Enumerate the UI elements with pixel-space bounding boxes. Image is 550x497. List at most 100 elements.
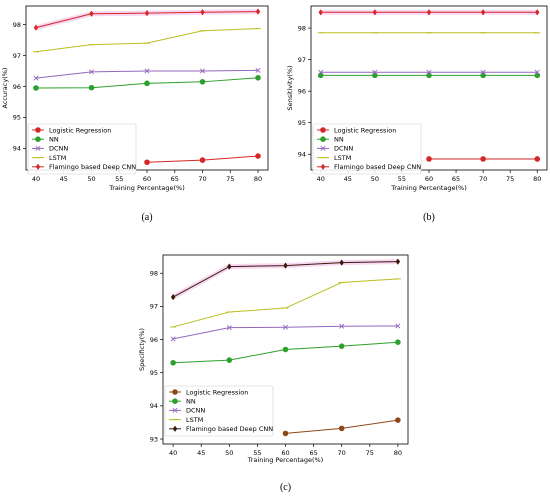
data-point (255, 153, 261, 159)
data-point (480, 9, 486, 16)
legend-label: Logistic Regression (186, 388, 248, 396)
data-point (395, 417, 401, 423)
data-point (199, 68, 206, 74)
y-axis-label: Specificty(%) (138, 328, 146, 371)
data-point (534, 156, 541, 162)
panel-caption: (b) (423, 212, 435, 223)
data-point (320, 127, 326, 133)
y-tick-label: 93 (150, 435, 158, 443)
data-point (372, 9, 378, 16)
x-tick-label: 55 (115, 175, 123, 183)
data-point (372, 69, 378, 75)
data-point (170, 336, 176, 342)
data-point (89, 10, 94, 17)
data-point (172, 407, 178, 413)
x-tick-label: 40 (169, 449, 177, 457)
legend-box (312, 123, 422, 175)
data-point (338, 425, 345, 432)
data-point (170, 359, 176, 366)
data-point (426, 156, 432, 162)
x-tick-label: 65 (309, 449, 317, 457)
data-point (199, 157, 206, 163)
data-point (226, 325, 232, 331)
data-point (480, 156, 486, 162)
data-point (35, 136, 41, 142)
legend-label: DCNN (49, 145, 68, 153)
x-tick-label: 80 (394, 449, 402, 457)
x-tick-label: 55 (398, 175, 406, 183)
data-point (199, 79, 206, 85)
legend-label: LSTM (49, 154, 66, 162)
data-point (480, 72, 486, 79)
y-tick-label: 95 (150, 369, 158, 377)
x-tick-label: 70 (479, 175, 487, 183)
y-tick-label: 95 (13, 114, 21, 122)
data-point (144, 80, 150, 87)
x-tick-label: 50 (371, 175, 379, 183)
legend-label: DCNN (186, 407, 205, 415)
x-tick-label: 50 (225, 449, 233, 457)
legend-label: Flamingo based Deep CNN (334, 163, 421, 171)
x-tick-label: 55 (253, 449, 261, 457)
data-point (426, 69, 432, 75)
x-tick-label: 45 (344, 175, 352, 183)
x-tick-label: 80 (254, 175, 262, 183)
data-point (144, 159, 150, 166)
data-point (339, 323, 345, 329)
x-axis-label: Training Percentage(%) (108, 184, 185, 192)
data-point (226, 357, 233, 363)
chart-panel-a: 40 45 50 55 60 65 70 75 80 94 95 96 97 98 Training Per… (1, 5, 269, 223)
data-point (255, 67, 261, 73)
chart-panel-b: 40 45 50 55 60 65 70 75 80 94 95 96 97 98 Training Per… (286, 5, 548, 223)
x-axis-label: Training Percentage(%) (390, 184, 467, 192)
data-point (33, 75, 39, 81)
x-tick-label: 60 (143, 175, 151, 183)
data-point (534, 9, 540, 16)
panel-caption: (c) (280, 482, 291, 493)
legend-box (27, 123, 137, 175)
data-point (283, 262, 288, 269)
x-tick-label: 75 (506, 175, 514, 183)
series-line (35, 28, 259, 53)
legend-label: NN (186, 398, 196, 406)
legend-label: Logistic Regression (334, 126, 396, 134)
y-tick-label: 96 (298, 87, 306, 95)
data-point (255, 8, 261, 15)
legend-label: NN (334, 136, 344, 144)
legend-label: LSTM (334, 154, 351, 162)
y-axis-label: Accuracy(%) (1, 68, 9, 109)
data-point (172, 398, 178, 405)
data-point (372, 72, 378, 79)
data-point (339, 259, 344, 266)
data-point (172, 389, 178, 395)
x-tick-label: 45 (60, 175, 68, 183)
x-axis-label: Training Percentage(%) (247, 456, 324, 464)
data-point (320, 136, 326, 142)
x-tick-label: 65 (452, 175, 460, 183)
legend-label: NN (49, 136, 59, 144)
data-point (395, 339, 401, 346)
x-tick-label: 40 (317, 175, 325, 183)
data-point (88, 84, 95, 91)
y-tick-label: 97 (13, 52, 21, 60)
legend-label: Logistic Regression (49, 126, 111, 134)
legend-label: LSTM (186, 416, 203, 424)
data-point (282, 430, 289, 437)
data-point (318, 69, 324, 75)
data-point (282, 324, 289, 330)
data-point (338, 343, 345, 349)
data-point (426, 9, 432, 16)
data-point (33, 24, 39, 31)
x-tick-label: 70 (198, 175, 206, 183)
y-tick-label: 94 (150, 402, 158, 410)
y-tick-label: 98 (13, 21, 21, 29)
chart-panel-c: 40 45 50 55 60 65 70 75 80 93 94 95 96 97 98 Training P… (138, 254, 409, 493)
y-tick-label: 98 (150, 270, 158, 278)
y-tick-label: 94 (298, 151, 306, 159)
x-tick-label: 60 (425, 175, 433, 183)
panel-caption: (a) (141, 212, 152, 223)
y-axis-label: Sensitivity(%) (286, 65, 294, 110)
y-tick-label: 97 (298, 56, 306, 64)
y-tick-label: 96 (13, 83, 21, 91)
